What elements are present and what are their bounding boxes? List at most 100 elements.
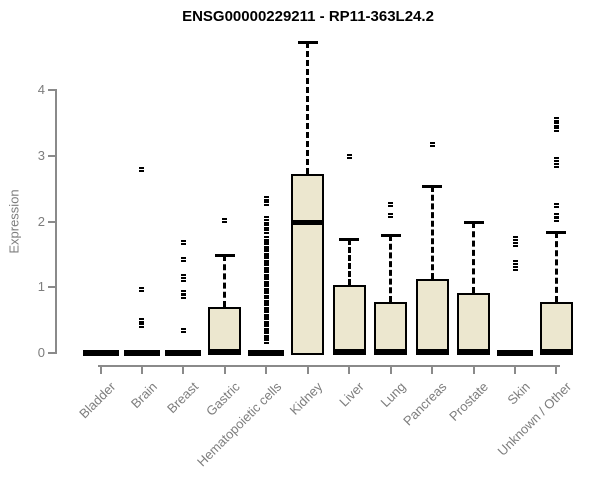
y-tick-label: 0 bbox=[37, 345, 45, 360]
box-Kidney bbox=[291, 173, 325, 355]
x-axis-line bbox=[98, 365, 560, 367]
outlier-point bbox=[553, 163, 559, 169]
whisker-Lung bbox=[389, 235, 393, 303]
x-axis-tick bbox=[348, 365, 351, 374]
whisker-cap-Unknown / Other bbox=[546, 231, 567, 235]
x-category-label: Pancreas bbox=[400, 379, 450, 429]
x-axis-tick bbox=[223, 365, 226, 374]
whisker-Prostate bbox=[472, 221, 476, 293]
outlier-point bbox=[553, 126, 559, 132]
x-axis-tick bbox=[389, 365, 392, 374]
outlier-point bbox=[512, 266, 518, 272]
x-category-label: Kidney bbox=[286, 379, 326, 418]
outlier-point bbox=[263, 224, 269, 230]
median-Prostate bbox=[457, 349, 491, 355]
outlier-point bbox=[553, 212, 559, 218]
x-axis-tick bbox=[99, 365, 102, 374]
outlier-point bbox=[346, 153, 352, 159]
whisker-Kidney bbox=[306, 42, 310, 174]
median-Lung bbox=[374, 349, 408, 355]
box-Lung bbox=[374, 302, 408, 355]
y-tick-label: 3 bbox=[37, 148, 45, 164]
outlier-point bbox=[180, 276, 186, 282]
outlier-point bbox=[180, 290, 186, 296]
outlier-point bbox=[388, 202, 394, 208]
x-axis-tick bbox=[555, 365, 558, 374]
x-category-label: Skin bbox=[504, 379, 533, 408]
outlier-point bbox=[180, 294, 186, 300]
outlier-point bbox=[429, 141, 435, 147]
outlier-point bbox=[180, 327, 186, 333]
outlier-point bbox=[139, 322, 145, 328]
whisker-cap-Kidney bbox=[297, 41, 318, 45]
y-tick-label: 4 bbox=[37, 82, 45, 98]
y-axis-line bbox=[55, 89, 57, 354]
chart-title: ENSG00000229211 - RP11-363L24.2 bbox=[182, 8, 434, 25]
outlier-point bbox=[180, 273, 186, 279]
outlier-point bbox=[512, 236, 518, 242]
whisker-Unknown / Other bbox=[554, 232, 558, 302]
x-axis-tick bbox=[472, 365, 475, 374]
whisker-cap-Gastric bbox=[214, 253, 235, 257]
box-Gastric bbox=[208, 307, 242, 355]
x-axis-tick bbox=[431, 365, 434, 374]
whisker-Pancreas bbox=[430, 185, 434, 279]
y-axis-tick bbox=[48, 352, 56, 354]
x-category-label: Gastric bbox=[202, 379, 243, 419]
outlier-point bbox=[553, 122, 559, 128]
outlier-point bbox=[222, 217, 228, 223]
median-Liver bbox=[332, 349, 366, 355]
outlier-point bbox=[263, 196, 269, 202]
whisker-Liver bbox=[347, 239, 351, 286]
outlier-point bbox=[263, 235, 269, 241]
box-Brain bbox=[123, 350, 160, 356]
y-axis-tick bbox=[48, 220, 56, 223]
outlier-point bbox=[139, 317, 145, 323]
outlier-point bbox=[553, 156, 559, 162]
y-tick-label: 1 bbox=[37, 279, 45, 295]
x-category-label: Lung bbox=[377, 379, 409, 411]
box-Bladder bbox=[82, 350, 119, 356]
y-axis-tick bbox=[48, 89, 56, 92]
box-Unknown / Other bbox=[539, 301, 573, 355]
box-Breast bbox=[165, 350, 202, 356]
median-Pancreas bbox=[415, 349, 449, 355]
median-Unknown / Other bbox=[539, 349, 573, 355]
box-Liver bbox=[332, 285, 366, 355]
whisker-cap-Prostate bbox=[463, 220, 484, 224]
x-category-label: Brain bbox=[127, 379, 160, 412]
outlier-point bbox=[263, 215, 269, 221]
box-Skin bbox=[497, 350, 534, 356]
x-category-label: Liver bbox=[336, 379, 367, 410]
outlier-point bbox=[139, 166, 145, 172]
box-Hematopoietic cells bbox=[248, 350, 285, 356]
whisker-cap-Liver bbox=[339, 238, 360, 242]
box-Pancreas bbox=[415, 278, 449, 355]
x-axis-tick bbox=[306, 365, 309, 374]
outlier-point bbox=[388, 213, 394, 219]
x-axis-tick bbox=[140, 365, 143, 374]
x-axis-tick bbox=[265, 365, 268, 374]
x-axis-tick bbox=[514, 365, 517, 374]
y-tick-label: 2 bbox=[37, 213, 45, 229]
outlier-point bbox=[139, 287, 145, 293]
whisker-cap-Lung bbox=[380, 234, 401, 238]
x-category-label: Unknown / Other bbox=[494, 379, 575, 459]
y-axis-tick bbox=[48, 155, 56, 158]
outlier-point bbox=[512, 259, 518, 265]
outlier-point bbox=[553, 217, 559, 223]
median-Kidney bbox=[291, 219, 325, 225]
outlier-point bbox=[553, 203, 559, 209]
outlier-point bbox=[553, 117, 559, 123]
x-category-label: Bladder bbox=[75, 379, 119, 422]
whisker-cap-Pancreas bbox=[422, 184, 443, 188]
whisker-Gastric bbox=[223, 254, 227, 308]
outlier-point bbox=[180, 240, 186, 246]
outlier-point bbox=[180, 256, 186, 262]
outlier-point bbox=[263, 200, 269, 206]
outlier-point bbox=[263, 229, 269, 235]
median-Gastric bbox=[208, 349, 242, 355]
outlier-point bbox=[263, 219, 269, 225]
outlier-point bbox=[512, 241, 518, 247]
